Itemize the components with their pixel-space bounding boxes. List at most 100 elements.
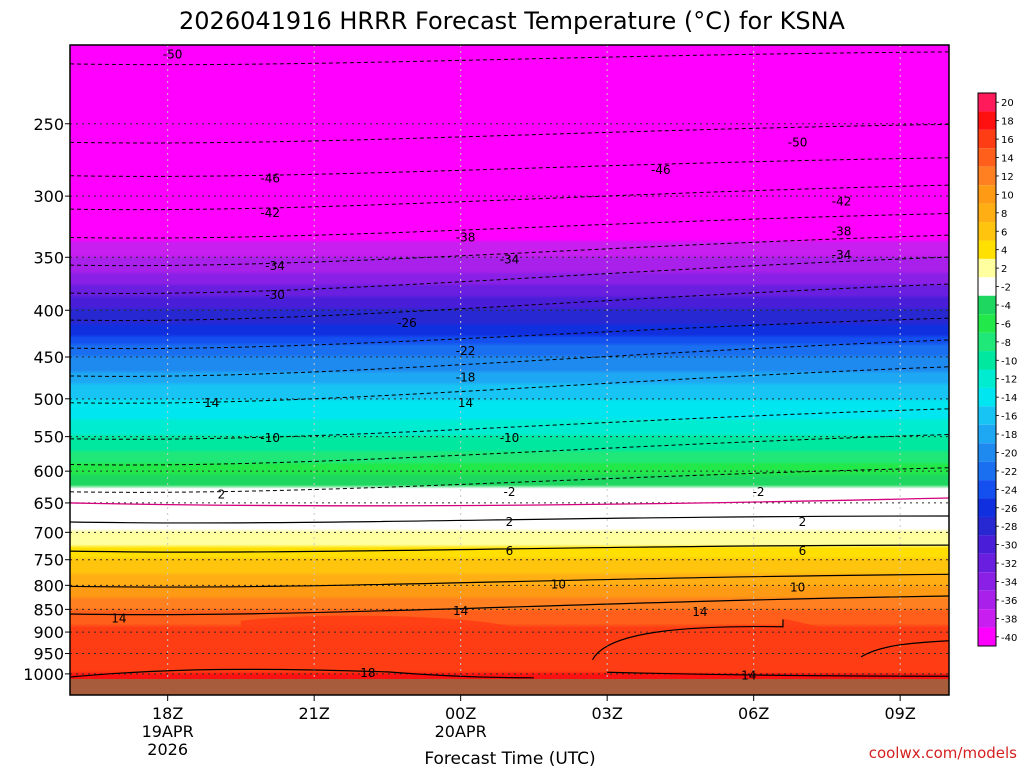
- contour-label-text: -18: [456, 371, 476, 385]
- contour-label-text: 6: [799, 544, 807, 558]
- contour-label-text: 14: [453, 604, 468, 618]
- colorbar-swatch: [978, 572, 996, 591]
- contour-label: -50: [788, 135, 808, 149]
- contour-label: 10: [551, 577, 566, 591]
- colorbar-label: -22: [1001, 467, 1017, 478]
- contour-label: 10: [790, 580, 805, 594]
- colorbar-swatch: [978, 93, 996, 112]
- colorbar-swatch: [978, 166, 996, 186]
- contour-label-text: -26: [397, 316, 417, 330]
- colorbar-label: 14: [1001, 154, 1014, 165]
- contour-label-text: -42: [260, 206, 280, 220]
- x-tick-label: 19APR: [142, 722, 194, 741]
- isotherm-line: [70, 339, 949, 377]
- isotherm-line: [70, 184, 949, 211]
- y-tick-label: 850: [33, 600, 64, 619]
- x-tick-label: 18Z: [152, 704, 183, 723]
- isotherm-line: [70, 515, 949, 524]
- contour-label-text: -46: [260, 172, 280, 186]
- y-axis-ticks: 250 300 350 400 450 500 550 600 650 700 750 800 850 9…: [23, 115, 70, 684]
- x-axis-label: Forecast Time (UTC): [424, 749, 595, 768]
- colorbar-swatch: [978, 387, 996, 407]
- colorbar-label: -32: [1001, 559, 1017, 570]
- isotherm-line: [70, 408, 949, 440]
- isotherm-line: [70, 317, 949, 350]
- contour-label: -2: [504, 485, 516, 499]
- freezing-level-line: [70, 497, 949, 507]
- contour-label-text: -2: [753, 485, 765, 499]
- contour-label: -34: [265, 259, 285, 273]
- colorbar-frame: [977, 92, 997, 647]
- contour-label: -10: [260, 431, 280, 445]
- y-tick-label: 550: [33, 428, 64, 447]
- x-tick-label: 09Z: [885, 704, 916, 723]
- colorbar-label: -10: [1001, 356, 1017, 367]
- contour-label: -10: [500, 431, 520, 445]
- colorbar: 20 18 16 14 12 10 8 6 4 2 -2 -4 -6 -8 -10 -12 -14 -16 -18 -…: [977, 92, 1017, 647]
- colorbar-label: -8: [1001, 338, 1011, 349]
- colorbar-swatch: [978, 332, 996, 352]
- colorbar-swatch: [978, 111, 996, 130]
- colorbar-swatch: [978, 222, 996, 241]
- isotherm-line: [860, 640, 949, 658]
- contour-label: -46: [260, 172, 280, 186]
- contour-label-text: 6: [506, 544, 514, 558]
- contour-label: 2: [799, 515, 807, 529]
- colorbar-swatch: [978, 609, 996, 628]
- colorbar-swatch: [978, 258, 996, 278]
- contour-label: -2: [753, 485, 765, 499]
- y-tick-label: 350: [33, 248, 64, 267]
- colorbar-label: -30: [1001, 541, 1017, 552]
- contour-label: -26: [397, 316, 417, 330]
- y-tick-label: 500: [33, 390, 64, 409]
- contour-label: 6: [799, 544, 807, 558]
- colorbar-swatch: [978, 480, 996, 499]
- contour-label: 14: [741, 668, 756, 682]
- contour-label: 14: [453, 604, 468, 618]
- contour-label: -34: [832, 248, 852, 262]
- colorbar-label: -26: [1001, 504, 1017, 515]
- contour-label-text: 14: [204, 396, 219, 410]
- colorbar-label: 8: [1001, 209, 1007, 220]
- colorbar-swatch: [978, 516, 996, 536]
- plot-area: [70, 45, 949, 695]
- contour-label: -34: [500, 253, 520, 267]
- colorbar-swatch: [978, 535, 996, 554]
- colorbar-swatch: [978, 498, 996, 517]
- isotherm-line: [70, 433, 949, 466]
- colorbar-label: 12: [1001, 172, 1014, 183]
- credit-text: coolwx.com/models: [869, 744, 1017, 762]
- ground-layer: [70, 679, 949, 695]
- contour-label-text: -38: [832, 225, 852, 239]
- contour-label-text: -34: [500, 253, 520, 267]
- contour-label: 14: [111, 612, 126, 626]
- colorbar-label: -40: [1001, 633, 1017, 644]
- colorbar-label: -18: [1001, 430, 1017, 441]
- isotherm-line: [70, 467, 949, 493]
- y-tick-label: 650: [33, 494, 64, 513]
- colorbar-swatch: [978, 240, 996, 259]
- contour-label: -50: [163, 48, 183, 62]
- contour-label: -18: [456, 371, 476, 385]
- colorbar-label: -36: [1001, 596, 1017, 607]
- isotherm-line: [70, 544, 949, 553]
- contour-label: -30: [265, 288, 285, 302]
- contour-label: -42: [260, 206, 280, 220]
- colorbar-label: 20: [1001, 98, 1014, 109]
- colorbar-label: -2: [1001, 283, 1011, 294]
- colorbar-label: 10: [1001, 190, 1014, 201]
- colorbar-swatch: [978, 277, 996, 296]
- isotherm-line: [70, 573, 949, 588]
- contour-label-text: -34: [832, 248, 852, 262]
- isotherm-line: [70, 157, 949, 177]
- colorbar-swatch: [978, 185, 996, 204]
- colorbar-label: 4: [1001, 246, 1007, 257]
- colorbar-swatch: [978, 203, 996, 223]
- isotherm-line: [70, 213, 949, 239]
- colorbar-label: -16: [1001, 412, 1017, 423]
- contour-label: 14: [204, 396, 219, 410]
- contour-label-text: -30: [265, 288, 285, 302]
- isotherm-line: [70, 123, 949, 144]
- temperature-field: [70, 45, 949, 695]
